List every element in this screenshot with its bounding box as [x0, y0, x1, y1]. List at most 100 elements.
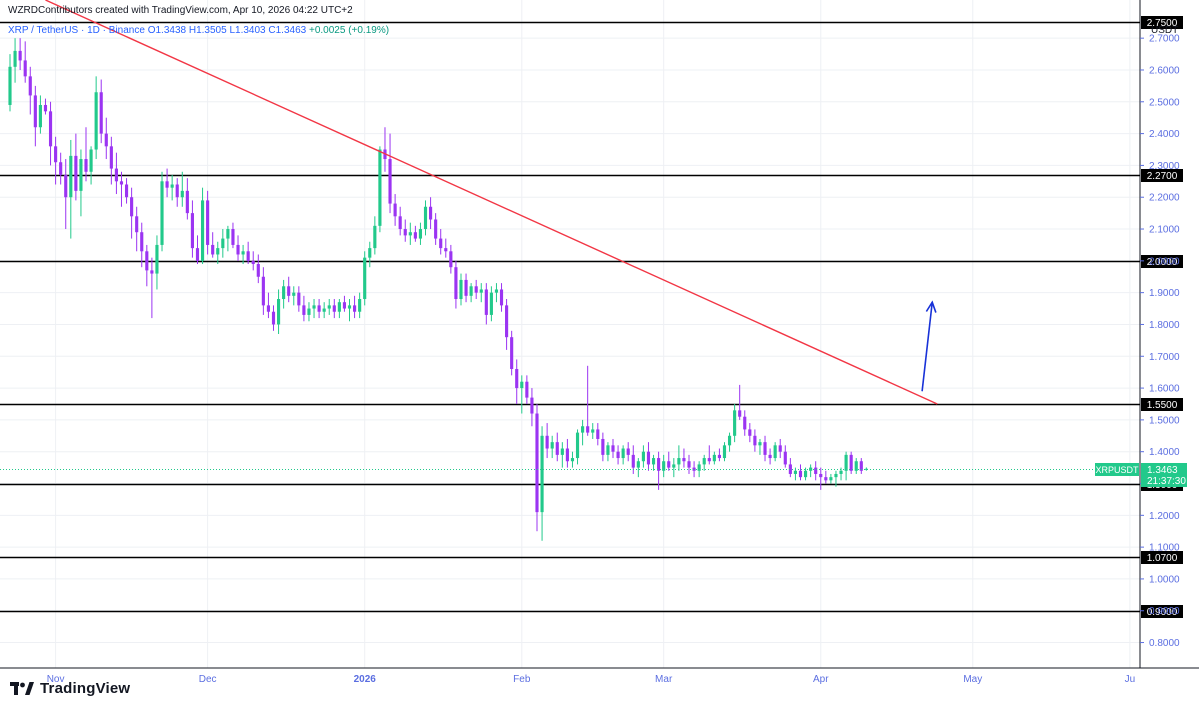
- price-tick-label: 1.0000: [1149, 574, 1180, 585]
- candle-body: [520, 381, 524, 389]
- tradingview-logo[interactable]: TradingView: [10, 680, 130, 697]
- candle-body: [261, 276, 265, 306]
- candle-body: [586, 426, 590, 433]
- level-price-label: 1.5500: [1147, 400, 1178, 411]
- candle-body: [246, 251, 250, 261]
- price-tick-label: 1.4000: [1149, 447, 1180, 458]
- change-value: +0.0025 (+0.19%): [308, 25, 390, 36]
- candle-body: [119, 181, 124, 185]
- candle-body: [28, 76, 32, 96]
- price-tick-label: 2.4000: [1149, 129, 1180, 140]
- time-tick-label: Mar: [655, 674, 673, 685]
- symbol-legend[interactable]: XRP / TetherUS · 1D · Binance O1.3438 H1…: [8, 25, 389, 36]
- candle-body: [287, 286, 291, 296]
- time-tick-label: 2026: [354, 674, 377, 685]
- candle-body: [727, 435, 732, 446]
- candle-body: [353, 305, 357, 312]
- candle-body: [707, 458, 711, 462]
- candle-body: [373, 225, 377, 249]
- time-tick-label: May: [963, 674, 982, 685]
- candle-body: [479, 289, 483, 293]
- candle-body: [342, 302, 347, 309]
- candle-body: [307, 308, 311, 315]
- candle-body: [515, 368, 519, 389]
- price-tick-label: 2.3000: [1149, 161, 1180, 172]
- candle-body: [601, 438, 605, 455]
- candle-body: [190, 213, 194, 249]
- candle-body: [849, 454, 853, 471]
- candle-body: [109, 146, 113, 169]
- candle-body: [535, 413, 539, 513]
- candle-body: [621, 448, 625, 459]
- candle-body: [130, 197, 134, 217]
- price-tick-label: 0.8000: [1149, 638, 1180, 649]
- candle-body: [8, 66, 12, 105]
- candle-body: [743, 416, 747, 430]
- candle-body: [302, 305, 306, 315]
- price-tick-label: 0.9000: [1149, 606, 1180, 617]
- candle-body: [844, 454, 848, 471]
- price-tick-label: 1.1000: [1149, 543, 1180, 554]
- candle-body: [494, 289, 499, 293]
- candle-body: [211, 244, 215, 255]
- level-price-tag: [1141, 255, 1183, 268]
- level-price-label: 2.0000: [1147, 257, 1178, 268]
- bar-countdown-label: 21:37:30: [1147, 476, 1186, 487]
- candle-body: [575, 432, 580, 459]
- last-price-tag: [1141, 463, 1187, 487]
- candle-body: [140, 232, 144, 252]
- candle-body: [48, 111, 53, 147]
- time-tick-label: Nov: [47, 674, 65, 685]
- ticker-label: XRPUSDT: [1095, 465, 1139, 475]
- level-price-label: 2.7500: [1147, 18, 1178, 29]
- horizontal-levels: 2.75002.27002.00001.55001.30001.07000.90…: [0, 16, 1183, 618]
- drawings: [45, 0, 938, 405]
- level-price-tag: [1141, 551, 1183, 564]
- candle-body: [606, 445, 610, 455]
- candle-body: [814, 467, 818, 474]
- candle-body: [94, 92, 98, 150]
- candle-body: [292, 292, 296, 296]
- candle-body: [434, 219, 438, 239]
- price-tick-label: 1.6000: [1149, 384, 1180, 395]
- candle-body: [793, 470, 797, 474]
- candle-body: [722, 445, 727, 459]
- candle-body: [657, 458, 661, 471]
- level-price-label: 2.2700: [1147, 171, 1178, 182]
- candle-body: [662, 461, 666, 471]
- candle-body: [59, 162, 63, 175]
- level-price-tag: [1141, 605, 1183, 618]
- candle-body: [753, 435, 757, 446]
- candle-body: [418, 229, 423, 239]
- candle-body: [540, 435, 544, 513]
- candle-body: [773, 445, 777, 459]
- candle-body: [206, 200, 210, 245]
- candle-body: [170, 184, 174, 188]
- candle-body: [464, 279, 468, 296]
- candle-body: [636, 461, 640, 468]
- tradingview-logo-icon: [10, 682, 34, 695]
- candle-body: [565, 448, 569, 462]
- candle-body: [393, 203, 397, 217]
- price-axis-currency: USDT: [1151, 25, 1178, 36]
- level-price-label: 1.0700: [1147, 553, 1178, 564]
- candle-body: [23, 60, 27, 77]
- candle-body: [429, 206, 433, 220]
- candle-body: [79, 159, 83, 191]
- candle-body: [717, 454, 721, 459]
- candle-body: [180, 190, 184, 198]
- candle-body: [525, 381, 529, 398]
- level-price-tag: [1141, 398, 1183, 411]
- candle-body: [712, 454, 716, 462]
- price-tick-label: 2.5000: [1149, 97, 1180, 108]
- candle-body: [591, 429, 595, 433]
- candle-body: [839, 470, 843, 474]
- candle-body: [748, 429, 752, 436]
- candle-body: [768, 454, 772, 459]
- candle-body: [200, 200, 205, 261]
- candle-body: [667, 461, 671, 468]
- candle-body: [626, 448, 630, 455]
- candle-body: [408, 232, 412, 236]
- candle-body: [64, 174, 68, 198]
